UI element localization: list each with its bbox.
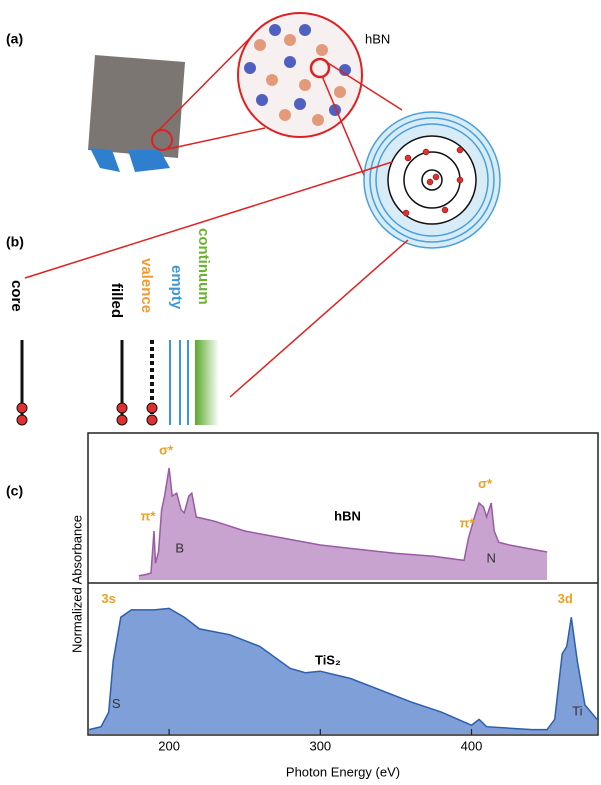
level-label: core (8, 280, 25, 312)
panel-label: (a) (6, 31, 23, 47)
level-label: filled (108, 283, 125, 318)
area-fill (89, 608, 597, 734)
panel-label: (c) (6, 483, 23, 499)
panel-label: (b) (6, 234, 24, 250)
annotation: π* (459, 515, 475, 530)
y-axis-label: Normalized Absorbance (69, 515, 84, 653)
annotation: σ* (159, 443, 174, 458)
level-label: valence (138, 258, 155, 313)
annotation: S (112, 696, 121, 711)
illustration: hBN (25, 13, 500, 397)
figure: (a) (b) (c) hBN core filled (0, 0, 601, 785)
x-tick-label: 400 (461, 738, 483, 753)
annotation: σ* (478, 476, 493, 491)
x-axis-label: Photon Energy (eV) (286, 764, 400, 779)
level-label: empty (168, 265, 185, 310)
annotation: π* (140, 508, 156, 523)
annotation: N (486, 550, 495, 565)
x-tick-label: 300 (309, 738, 331, 753)
annotation: 3d (558, 591, 573, 606)
annotation: Ti (572, 704, 582, 719)
series-label: hBN (334, 508, 361, 523)
annotation: 3s (101, 591, 115, 606)
level-label: continuum (195, 228, 212, 305)
annotation: B (175, 541, 184, 556)
x-tick-label: 200 (158, 738, 180, 753)
level-diagram: core filled valence empty continuum (8, 228, 219, 425)
material-label: hBN (365, 31, 390, 46)
series-label: TiS₂ (315, 652, 341, 667)
